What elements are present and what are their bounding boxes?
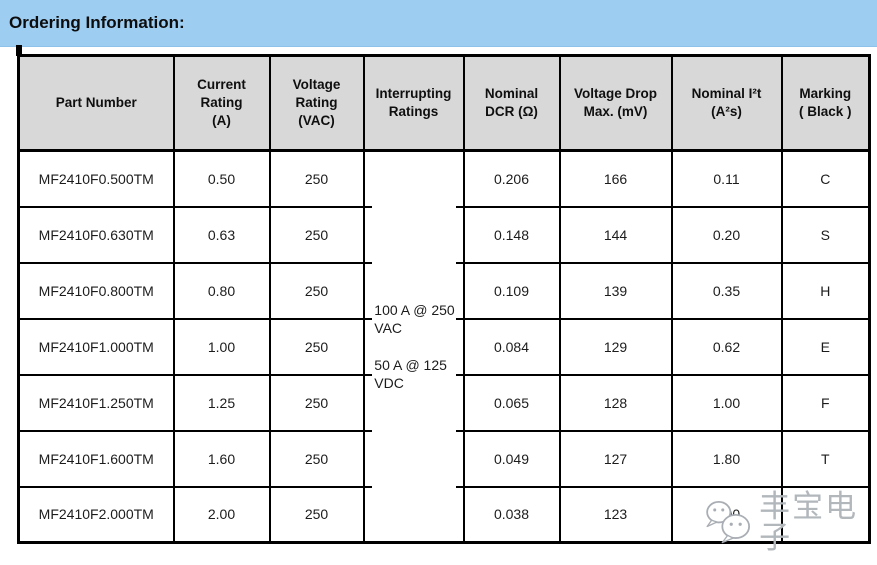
cell-voltage-drop: 128 bbox=[558, 373, 673, 432]
row-divider-stubs bbox=[365, 152, 372, 541]
cell-part-number: MF2410F0.800TM bbox=[17, 261, 175, 320]
cell-voltage-drop: 166 bbox=[558, 149, 673, 208]
cell-voltage-drop: 129 bbox=[558, 317, 673, 376]
cell-nominal-i2t: 0.11 bbox=[670, 149, 783, 208]
row-divider-stubs bbox=[455, 152, 462, 541]
table-row: MF2410F1.250TM 1.25 250 0.065 128 1.00 F bbox=[17, 373, 871, 432]
watermark-text: 丰宝电子 bbox=[759, 489, 859, 556]
chat-bubbles-logo-icon bbox=[706, 501, 750, 544]
cell-marking: H bbox=[780, 261, 871, 320]
col-header-marking: Marking ( Black ) bbox=[780, 54, 871, 152]
cell-part-number: MF2410F0.630TM bbox=[17, 205, 175, 264]
cell-voltage-rating: 250 bbox=[268, 485, 365, 544]
col-header-voltage-rating: Voltage Rating (VAC) bbox=[268, 54, 365, 152]
cell-current-rating: 2.00 bbox=[172, 485, 271, 544]
table-corner-mark bbox=[16, 45, 22, 56]
section-title: Ordering Information: bbox=[9, 13, 185, 32]
cell-voltage-drop: 123 bbox=[558, 485, 673, 544]
watermark: 丰宝电子 bbox=[700, 490, 877, 554]
interrupting-ratings-value: 100 A @ 250 VAC 50 A @ 125 VDC bbox=[374, 302, 455, 391]
cell-voltage-rating: 250 bbox=[268, 261, 365, 320]
cell-nominal-i2t: 0.62 bbox=[670, 317, 783, 376]
table-row: MF2410F1.000TM 1.00 250 0.084 129 0.62 E bbox=[17, 317, 871, 376]
cell-nominal-dcr: 0.148 bbox=[462, 205, 561, 264]
cell-nominal-i2t: 1.80 bbox=[670, 429, 783, 488]
table-row: MF2410F1.600TM 1.60 250 0.049 127 1.80 T bbox=[17, 429, 871, 488]
col-header-interrupting-ratings: Interrupting Ratings bbox=[362, 54, 465, 152]
cell-voltage-drop: 144 bbox=[558, 205, 673, 264]
cell-nominal-i2t: 0.35 bbox=[670, 261, 783, 320]
cell-interrupting-ratings: 100 A @ 250 VAC 50 A @ 125 VDC bbox=[362, 149, 465, 544]
cell-current-rating: 1.25 bbox=[172, 373, 271, 432]
cell-voltage-rating: 250 bbox=[268, 317, 365, 376]
table-row: MF2410F2.000TM 2.00 250 0.038 123 3.00 bbox=[17, 485, 871, 544]
cell-part-number: MF2410F1.000TM bbox=[17, 317, 175, 376]
cell-nominal-dcr: 0.065 bbox=[462, 373, 561, 432]
cell-nominal-i2t: 1.00 bbox=[670, 373, 783, 432]
cell-marking: S bbox=[780, 205, 871, 264]
cell-current-rating: 0.50 bbox=[172, 149, 271, 208]
cell-current-rating: 1.60 bbox=[172, 429, 271, 488]
col-header-nominal-i2t: Nominal I²t (A²s) bbox=[670, 54, 783, 152]
cell-nominal-dcr: 0.084 bbox=[462, 317, 561, 376]
cell-marking: F bbox=[780, 373, 871, 432]
cell-voltage-rating: 250 bbox=[268, 205, 365, 264]
cell-marking: T bbox=[780, 429, 871, 488]
cell-part-number: MF2410F1.600TM bbox=[17, 429, 175, 488]
cell-current-rating: 0.80 bbox=[172, 261, 271, 320]
cell-voltage-rating: 250 bbox=[268, 429, 365, 488]
cell-voltage-rating: 250 bbox=[268, 149, 365, 208]
ordering-information-table: Part Number Current Rating (A) Voltage R… bbox=[17, 54, 871, 544]
table-row: MF2410F0.800TM 0.80 250 0.109 139 0.35 H bbox=[17, 261, 871, 320]
col-header-part-number: Part Number bbox=[17, 54, 175, 152]
cell-nominal-i2t: 0.20 bbox=[670, 205, 783, 264]
cell-part-number: MF2410F0.500TM bbox=[17, 149, 175, 208]
col-header-current-rating: Current Rating (A) bbox=[172, 54, 271, 152]
cell-nominal-dcr: 0.038 bbox=[462, 485, 561, 544]
cell-marking: C bbox=[780, 149, 871, 208]
section-title-bar: Ordering Information: bbox=[0, 0, 877, 47]
col-header-nominal-dcr: Nominal DCR (Ω) bbox=[462, 54, 561, 152]
cell-nominal-dcr: 0.206 bbox=[462, 149, 561, 208]
cell-voltage-drop: 127 bbox=[558, 429, 673, 488]
cell-voltage-drop: 139 bbox=[558, 261, 673, 320]
cell-part-number: MF2410F2.000TM bbox=[17, 485, 175, 544]
cell-nominal-dcr: 0.049 bbox=[462, 429, 561, 488]
cell-current-rating: 0.63 bbox=[172, 205, 271, 264]
cell-part-number: MF2410F1.250TM bbox=[17, 373, 175, 432]
cell-marking bbox=[780, 485, 871, 544]
header-row: Part Number Current Rating (A) Voltage R… bbox=[17, 54, 871, 152]
cell-voltage-rating: 250 bbox=[268, 373, 365, 432]
cell-current-rating: 1.00 bbox=[172, 317, 271, 376]
col-header-voltage-drop: Voltage Drop Max. (mV) bbox=[558, 54, 673, 152]
table-row: MF2410F0.500TM 0.50 250 100 A @ 250 VAC … bbox=[17, 149, 871, 544]
cell-nominal-dcr: 0.109 bbox=[462, 261, 561, 320]
table-row: MF2410F0.630TM 0.63 250 0.148 144 0.20 S bbox=[17, 205, 871, 264]
cell-marking: E bbox=[780, 317, 871, 376]
